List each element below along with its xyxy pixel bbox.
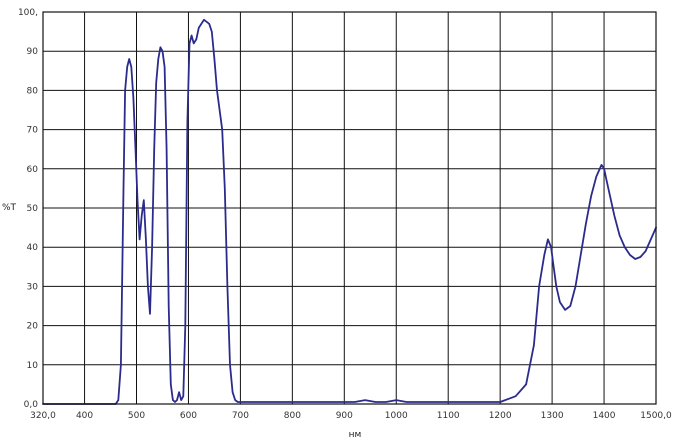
y-tick-label: 30 [27,282,39,292]
x-tick-label: 320,0 [30,411,56,421]
y-tick-label: 40 [27,243,39,253]
y-tick-label: 60 [27,165,39,175]
grid-layer [42,11,657,405]
y-tick-label: 80 [27,86,39,96]
y-tick-label: 20 [27,322,39,332]
y-tick-label: 0,0 [24,400,39,410]
x-tick-label: 500 [128,411,145,421]
y-tick-label: 10 [27,361,39,371]
transmission-series-line [42,18,657,405]
x-tick-label: 700 [232,411,249,421]
y-tick-label: 70 [27,126,39,136]
x-tick-label: 1000 [385,411,408,421]
x-tick-label: 1200 [489,411,512,421]
y-tick-label: 90 [27,47,39,57]
x-tick-label: 800 [284,411,301,421]
y-axis-label: %T [2,203,17,213]
x-tick-label: 900 [336,411,353,421]
label-layer: %T нм 320,0 400 500 600 700 800 900 1000 1100 120… [2,8,672,440]
x-tick-label: 1100 [437,411,460,421]
x-axis-label: нм [349,430,362,440]
x-tick-label: 600 [180,411,197,421]
series-layer [42,18,657,405]
y-tick-label: 50 [27,204,39,214]
x-tick-label: 1300 [541,411,564,421]
y-tick-label: 100, [18,8,38,18]
x-tick-label: 1500,0 [640,411,672,421]
frame-layer [42,11,657,405]
plot-frame [42,11,657,405]
x-tick-label: 400 [76,411,93,421]
x-tick-label: 1400 [593,411,616,421]
